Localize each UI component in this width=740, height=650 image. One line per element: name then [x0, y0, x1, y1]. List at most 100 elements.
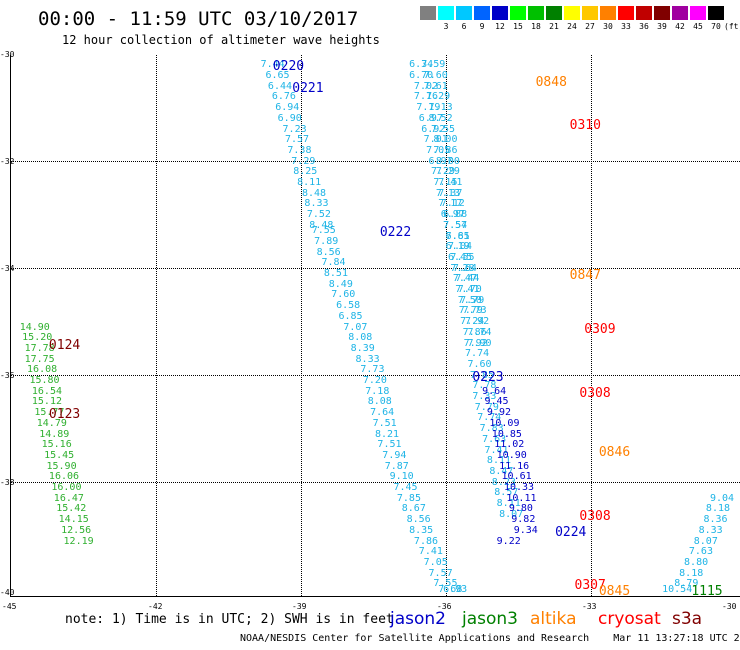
pass-time-label: 0221 [292, 80, 324, 96]
colorbar-tick-label: 3 [443, 22, 449, 31]
page-title: 00:00 - 11:59 UTC 03/10/2017 [38, 8, 359, 30]
wave-height-value: 8.00 [433, 134, 458, 146]
wave-height-value: 9.82 [511, 514, 536, 526]
colorbar-swatch [708, 6, 724, 20]
wave-height-value: 8.23 [491, 476, 516, 488]
wave-height-value: 7.38 [287, 144, 312, 156]
pass-time-label: 0847 [569, 268, 601, 283]
colorbar-swatch [456, 6, 472, 20]
wave-height-value: 8.36 [703, 514, 728, 526]
map-plot-area [10, 55, 740, 597]
wave-height-value: 7.51 [377, 439, 402, 451]
wave-height-value: 16.08 [27, 364, 58, 376]
wave-height-value: 9.80 [508, 503, 533, 515]
wave-height-value: 7.05 [423, 556, 448, 568]
wave-height-value: 7.57 [428, 567, 453, 579]
wave-height-value: 8.33 [355, 353, 380, 365]
wave-height-value: 8.47 [489, 465, 514, 477]
wave-height-value: 7.74 [465, 348, 490, 360]
colorbar-swatch [420, 6, 436, 20]
wave-height-value: 6.97 [428, 155, 453, 167]
wave-height-value: 7.74 [477, 412, 502, 424]
x-tick-label: -42 [148, 602, 163, 611]
wave-height-value: 7.60 [423, 70, 448, 82]
colorbar-tick-label: 30 [603, 22, 613, 31]
page-subtitle: 12 hour collection of altimeter wave hei… [62, 33, 380, 47]
wave-height-value: 9.10 [389, 471, 414, 483]
legend-s3a: s3a [672, 609, 703, 629]
wave-height-value: 7.05 [426, 144, 451, 156]
wave-height-value: 7.07 [343, 321, 368, 333]
grid-line-lat-32 [11, 161, 740, 162]
wave-height-value: 7.94 [382, 449, 407, 461]
wave-height-value: 8.21 [375, 428, 400, 440]
x-tick-label: -39 [292, 602, 307, 611]
colorbar-swatch [636, 6, 652, 20]
wave-height-value: 7.47 [452, 273, 477, 285]
wave-height-value: 6.97 [418, 112, 443, 124]
wave-height-value: 6.85 [445, 230, 470, 242]
wave-height-value: 6.76 [271, 91, 296, 103]
wave-height-value: 7.29 [291, 155, 316, 167]
wave-height-value: 9.22 [496, 535, 521, 547]
wave-height-value: 7.61 [445, 230, 470, 242]
wave-height-value: 6.44 [267, 80, 293, 92]
colorbar-swatch [672, 6, 688, 20]
wave-height-value: 7.87 [384, 460, 409, 472]
wave-height-value: 7.55 [433, 578, 458, 590]
wave-height-value: 9.64 [482, 385, 507, 397]
wave-height-value: 15.90 [46, 460, 77, 472]
wave-height-value: 8.00 [435, 155, 460, 167]
wave-height-value: 8.48 [309, 219, 334, 231]
wave-height-value: 7.86 [413, 535, 439, 547]
wave-height-value: 7.20 [362, 375, 387, 386]
pass-time-label: 0123 [48, 407, 81, 423]
wave-height-value: 6.85 [338, 310, 363, 322]
wave-height-value: 7.86 [462, 326, 487, 338]
pass-time-label: 0846 [598, 444, 631, 460]
pass-time-label: 0308 [579, 508, 611, 524]
wave-height-value: 7.89 [314, 235, 339, 247]
wave-height-value: 16.06 [48, 471, 80, 483]
wave-height-value: 17.75 [24, 353, 55, 365]
wave-height-value: 8.80 [684, 556, 709, 568]
wave-height-value: 15.77 [34, 407, 65, 419]
wave-height-value: 15.42 [56, 503, 87, 515]
wave-height-value: 7.28 [450, 262, 475, 274]
wave-height-value: 7.57 [443, 219, 468, 231]
wave-height-value: 6.65 [265, 70, 290, 82]
wave-height-value: 6.34 [409, 59, 434, 71]
wave-height-value: 8.67 [401, 503, 426, 515]
wave-height-value: 7.52 [306, 209, 331, 221]
wave-height-value: 7.83 [479, 423, 504, 435]
wave-height-value: 12.19 [63, 535, 94, 547]
wave-height-value: 7.51 [372, 417, 397, 429]
wave-height-value: 7.55 [311, 225, 336, 237]
wave-height-value: 10.11 [506, 492, 537, 504]
wave-height-value: 8.25 [293, 166, 318, 178]
wave-height-value: 15.12 [31, 396, 62, 408]
colorbar-tick-label: 36 [639, 22, 649, 31]
wave-height-value: 7.44 [260, 59, 285, 71]
wave-height-value: 9.34 [513, 524, 538, 536]
wave-height-value: 7.92 [465, 316, 490, 328]
wave-height-value: 7.90 [467, 337, 492, 349]
wave-height-value: 7.68 [438, 584, 463, 595]
colorbar-tick-label: 45 [693, 22, 703, 31]
wave-height-value: 8.56 [316, 246, 341, 258]
x-tick-label: -45 [2, 602, 17, 611]
wave-height-value: 10.33 [503, 482, 535, 493]
wave-height-value: 7.18 [365, 385, 390, 397]
footnote: note: 1) Time is in UTC; 2) SWH is in fe… [65, 612, 394, 627]
wave-height-value: 14.15 [58, 514, 89, 526]
wave-height-value: 7.41 [484, 444, 509, 456]
wave-height-value: 10.61 [501, 471, 532, 483]
wave-height-value: 6.90 [277, 112, 302, 124]
colorbar-swatch [546, 6, 562, 20]
pass-time-label: 0845 [598, 583, 631, 599]
wave-height-value: 7.85 [469, 369, 494, 381]
pass-time-label: 0310 [569, 118, 601, 134]
grid-line-lat-36 [11, 375, 740, 376]
colorbar-tick-label: 21 [549, 22, 559, 31]
wave-height-value: 8.11 [486, 455, 512, 467]
